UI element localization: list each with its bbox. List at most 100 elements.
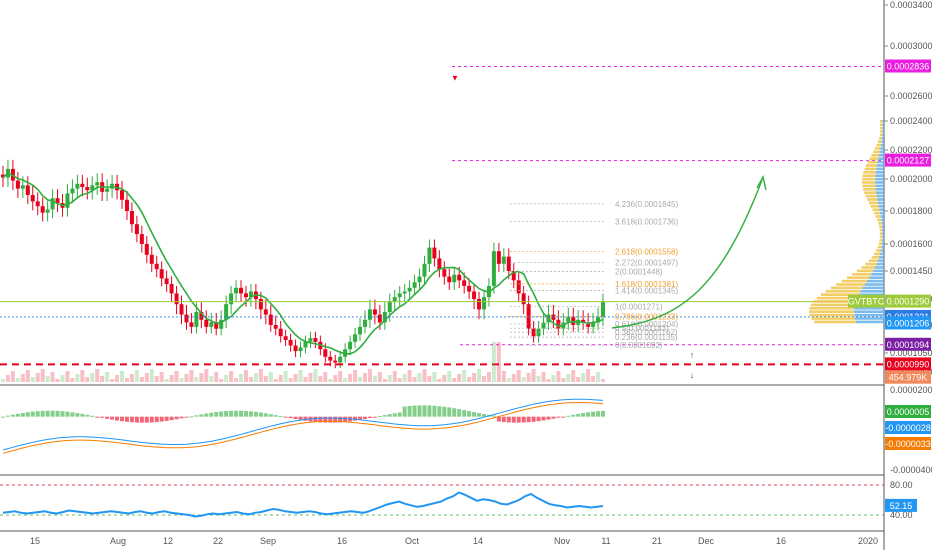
volume-bar — [1, 379, 5, 382]
x-tick-label: 16 — [337, 536, 347, 546]
macd-histogram-bar — [318, 416, 323, 423]
macd-histogram-bar — [139, 416, 144, 423]
candle-body — [402, 291, 407, 294]
volume-profile-bar — [830, 286, 863, 290]
volume-bar — [308, 373, 313, 382]
macd-histogram-bar — [10, 414, 15, 417]
volume-profile-bar — [864, 283, 884, 286]
macd-histogram-bar — [526, 416, 531, 423]
volume-profile-bar — [878, 157, 884, 160]
volume-profile-bar — [875, 174, 884, 177]
candle-body — [204, 319, 209, 327]
volume-bar — [224, 375, 229, 382]
symbol-tag-label: GVTBTC — [848, 297, 885, 307]
volume-profile-bar — [881, 242, 884, 245]
volume-profile-bar — [880, 143, 884, 147]
volume-profile-bar — [856, 320, 884, 324]
candle-body — [536, 328, 541, 337]
candle-body — [427, 247, 432, 264]
rsi-y-tick-label: 80.00 — [890, 480, 913, 490]
macd-histogram-bar — [516, 416, 521, 423]
candle-body — [412, 282, 417, 288]
volume-profile-bar — [868, 201, 878, 205]
volume-bar — [397, 378, 402, 382]
candle-body — [164, 278, 169, 285]
volume-bar — [501, 371, 506, 382]
macd-histogram-bar — [382, 415, 387, 417]
volume-bar — [154, 376, 159, 382]
candle-body — [362, 319, 367, 327]
candle-body — [80, 183, 85, 187]
volume-bar — [234, 378, 239, 382]
volume-bar — [442, 375, 447, 382]
volume-bar — [243, 370, 248, 382]
macd-histogram-bar — [576, 413, 581, 417]
moving-average-line — [2, 172, 604, 355]
macd-histogram-bar — [402, 406, 407, 417]
candle-body — [437, 258, 442, 270]
volume-bar — [179, 378, 184, 382]
candle-body — [288, 339, 293, 346]
macd-histogram-bar — [20, 412, 25, 417]
volume-bar — [20, 374, 25, 382]
volume-profile-bar — [879, 232, 883, 235]
candle-body — [258, 299, 263, 310]
macd-histogram-bar — [219, 411, 224, 417]
x-tick-label: 22 — [213, 536, 223, 546]
volume-bar — [561, 378, 566, 382]
volume-bar — [50, 372, 55, 382]
volume-bar — [556, 371, 561, 382]
volume-profile-bar — [874, 147, 881, 150]
volume-profile-bar — [854, 310, 884, 313]
macd-histogram-bar — [358, 416, 363, 420]
volume-profile-bar — [880, 133, 883, 137]
price-tag — [885, 59, 931, 73]
volume-profile-bar — [866, 164, 877, 167]
candle-body — [442, 269, 447, 277]
price-tag-label: 0.0001290 — [887, 297, 930, 307]
volume-bar — [85, 377, 90, 382]
macd-y-tick-label: 0.0000200 — [890, 385, 932, 395]
volume-profile-bar — [814, 320, 857, 324]
rsi-tag — [885, 498, 917, 512]
volume-profile-bar — [875, 177, 884, 181]
candle-body — [209, 322, 214, 327]
candle-body — [70, 188, 75, 194]
volume-bar — [268, 372, 273, 382]
candle-body — [417, 276, 422, 283]
volume-bar — [258, 369, 263, 382]
fib-level-label: 2(0.0001448) — [615, 267, 663, 276]
fib-level-label: 2.272(0.0001497) — [615, 259, 679, 268]
volume-profile-bar — [871, 154, 879, 157]
macd-histogram-bar — [273, 415, 278, 417]
macd-histogram-bar — [323, 416, 328, 423]
volume-bar — [105, 372, 110, 382]
volume-bar — [462, 370, 467, 382]
volume-profile-bar — [874, 211, 881, 215]
macd-histogram-bar — [243, 410, 248, 417]
macd-histogram-bar — [45, 410, 50, 417]
candle-body — [55, 198, 60, 203]
candle-body — [586, 322, 591, 327]
volume-bar — [353, 370, 358, 382]
volume-profile-bar — [877, 160, 884, 164]
volume-bar — [362, 373, 367, 382]
price-tag-label: 0.0002836 — [887, 62, 930, 72]
projection-path — [611, 179, 763, 329]
macd-histogram-bar — [65, 411, 70, 417]
volume-profile-bar — [876, 191, 884, 194]
macd-histogram-bar — [491, 415, 496, 417]
volume-profile-bar — [876, 249, 881, 252]
y-tick-label: 0.0001800 — [890, 206, 932, 216]
macd-histogram-bar — [377, 416, 382, 418]
x-tick-label: Dec — [698, 536, 715, 546]
macd-histogram-bar — [278, 416, 283, 418]
volume-profile-bar — [809, 307, 855, 310]
volume-bar — [486, 372, 491, 382]
candle-body — [511, 271, 516, 281]
candle-body — [149, 254, 154, 264]
volume-profile-bar — [880, 249, 884, 252]
fib-level-label: 0(0.0001092) — [615, 341, 663, 350]
